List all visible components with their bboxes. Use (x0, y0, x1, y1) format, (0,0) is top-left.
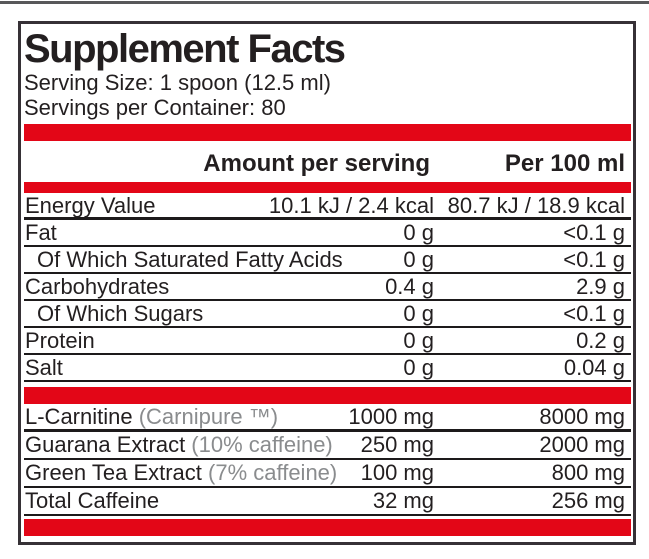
supplement-row: Guarana Extract (10% caffeine) 250 mg 2000… (24, 432, 631, 460)
serving-size-text: Serving Size: 1 spoon (12.5 ml) (24, 70, 331, 95)
per-100ml-value: 80.7 kJ / 18.9 kcal (447, 193, 625, 218)
servings-per-container-text: Servings per Container: 80 (24, 95, 286, 120)
row-label: Energy Value (25, 193, 156, 218)
supplement-row: Green Tea Extract (7% caffeine) 100 mg 800… (24, 460, 631, 488)
top-divider-line (0, 1, 649, 4)
per-100ml-value: 256 mg (551, 488, 625, 513)
per-serving-value: 32 mg (372, 488, 434, 513)
nutrition-row: Fat 0 g <0.1 g (24, 220, 631, 247)
per-100ml-value: 800 mg (551, 460, 625, 485)
amount-per-serving-header: Amount per serving (203, 150, 430, 177)
nutrition-row: Protein 0 g 0.2 g (24, 328, 631, 355)
nutrition-row: Salt 0 g 0.04 g (24, 355, 631, 382)
row-label: L-Carnitine (Carnipure ™) (25, 404, 279, 429)
label-title: Supplement Facts (24, 27, 346, 71)
per-100ml-value: 0.04 g (563, 355, 625, 380)
per-100ml-value: <0.1 g (563, 301, 625, 326)
supplement-row: L-Carnitine (Carnipure ™) 1000 mg 8000 mg (24, 404, 631, 432)
row-note: (7% caffeine) (201, 460, 338, 485)
per-100ml-value: 8000 mg (539, 404, 625, 429)
row-label: Total Caffeine (25, 488, 160, 513)
nutrition-table: Energy Value 10.1 kJ / 2.4 kcal 80.7 kJ / … (24, 193, 631, 382)
per-serving-value: 0 g (403, 328, 434, 353)
per-serving-value: 100 mg (360, 460, 434, 485)
per-serving-value: 0 g (403, 301, 434, 326)
red-bar-top (24, 124, 631, 141)
row-label: Fat (25, 220, 57, 245)
red-bar-header-underline (24, 182, 631, 193)
supplement-facts-label: Supplement Facts Serving Size: 1 spoon (… (18, 21, 636, 545)
supplement-row: Total Caffeine 32 mg 256 mg (24, 488, 631, 516)
row-label: Salt (25, 355, 63, 380)
per-100ml-value: 2.9 g (576, 274, 625, 299)
per-serving-value: 0.4 g (385, 274, 434, 299)
per-100ml-value: <0.1 g (563, 247, 625, 272)
column-header-row: Amount per serving Per 100 ml (24, 141, 631, 182)
nutrition-row: Energy Value 10.1 kJ / 2.4 kcal 80.7 kJ / … (24, 193, 631, 220)
nutrition-row: Carbohydrates 0.4 g 2.9 g (24, 274, 631, 301)
red-bar-bottom (24, 519, 631, 536)
per-100ml-value: 0.2 g (576, 328, 625, 353)
nutrition-row: Of Which Saturated Fatty Acids 0 g <0.1 g (24, 247, 631, 274)
per-100ml-header: Per 100 ml (504, 150, 625, 177)
row-label: Of Which Sugars (37, 301, 204, 326)
per-serving-value: 0 g (403, 220, 434, 245)
per-serving-value: 250 mg (360, 432, 434, 457)
nutrition-row: Of Which Sugars 0 g <0.1 g (24, 301, 631, 328)
per-serving-value: 10.1 kJ / 2.4 kcal (268, 193, 434, 218)
per-serving-value: 1000 mg (348, 404, 434, 429)
red-bar-middle (24, 387, 631, 404)
row-label: Carbohydrates (25, 274, 170, 299)
per-100ml-value: <0.1 g (563, 220, 625, 245)
per-serving-value: 0 g (403, 247, 434, 272)
per-serving-value: 0 g (403, 355, 434, 380)
row-label: Guarana Extract (10% caffeine) (25, 432, 333, 457)
row-note: (Carnipure ™) (132, 404, 279, 429)
row-label: Of Which Saturated Fatty Acids (37, 247, 343, 272)
supplement-table: L-Carnitine (Carnipure ™) 1000 mg 8000 mg G… (24, 404, 631, 516)
row-label: Protein (25, 328, 95, 353)
row-note: (10% caffeine) (185, 432, 333, 457)
row-label: Green Tea Extract (7% caffeine) (25, 460, 338, 485)
per-100ml-value: 2000 mg (539, 432, 625, 457)
